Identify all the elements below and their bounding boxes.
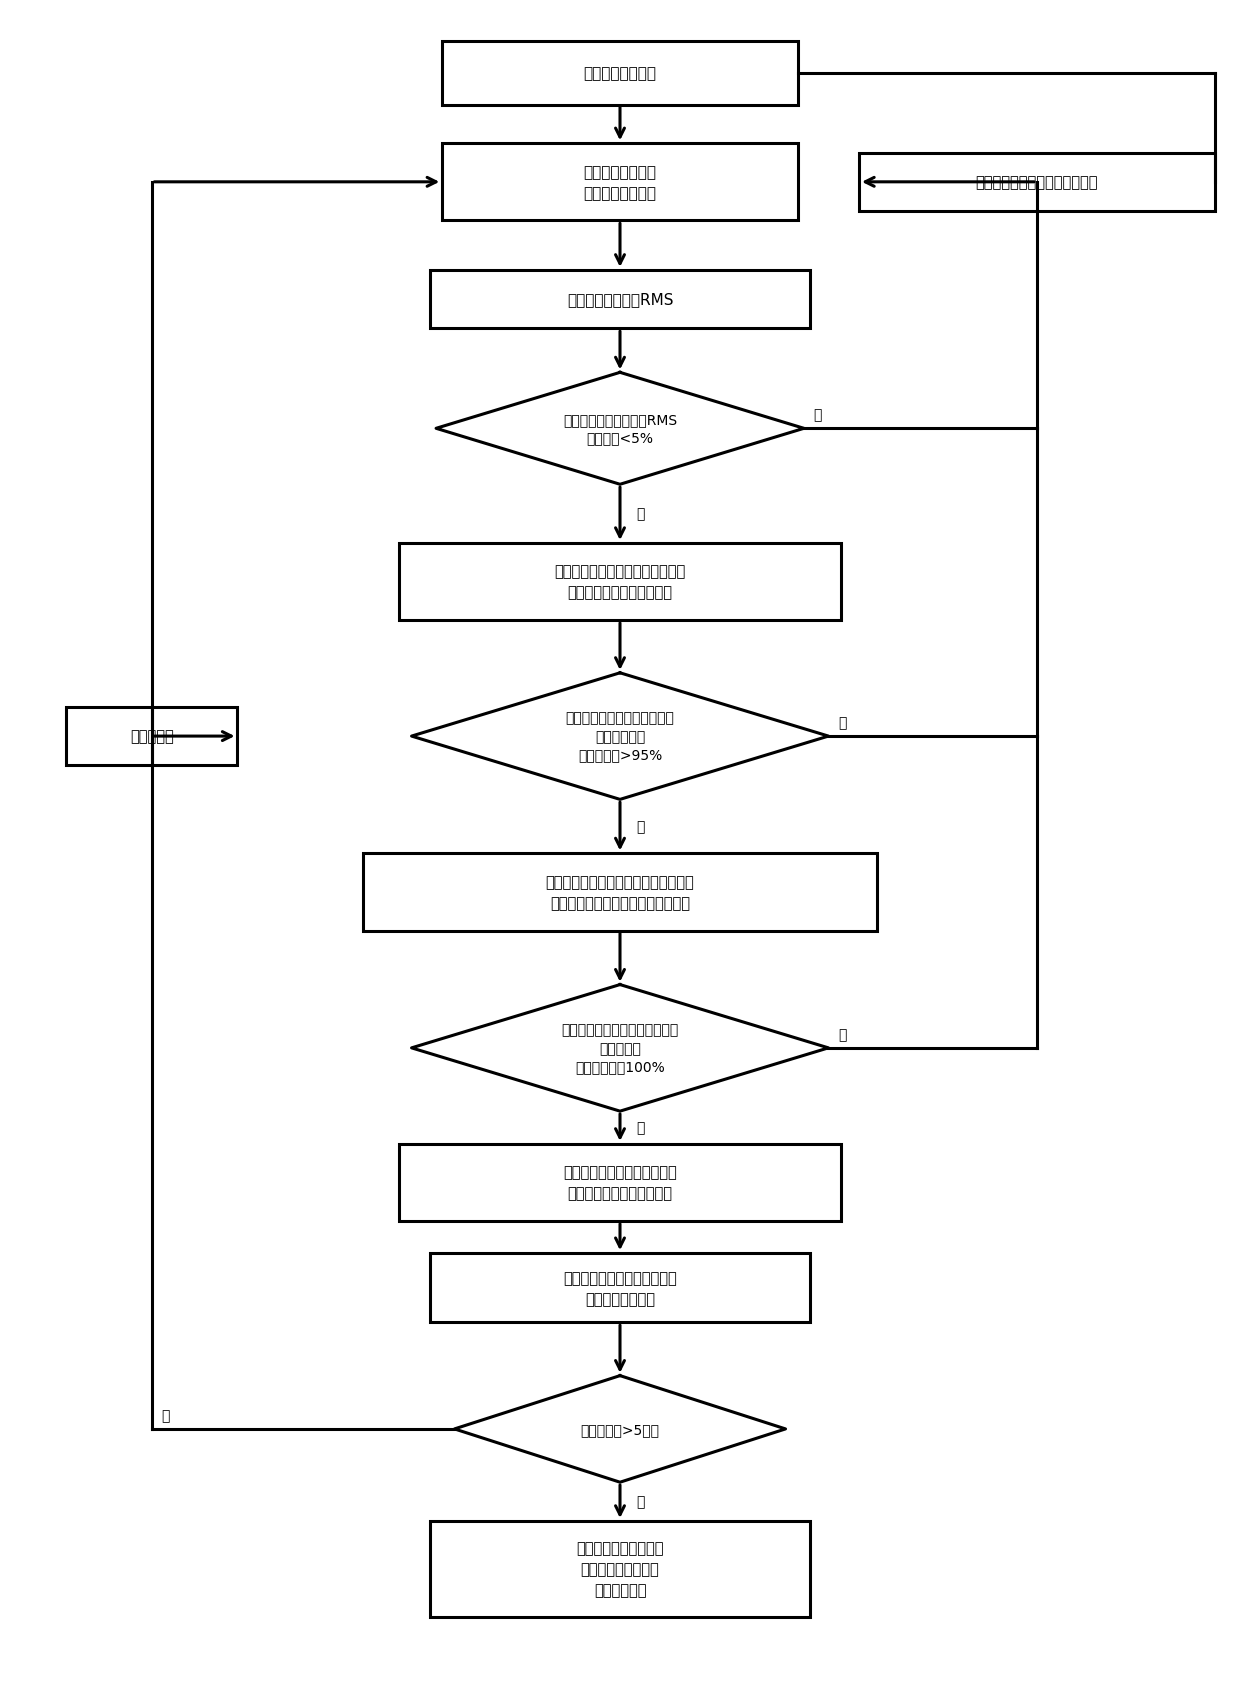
Polygon shape	[455, 1376, 785, 1482]
FancyBboxPatch shape	[859, 153, 1215, 211]
FancyBboxPatch shape	[430, 1253, 810, 1323]
Text: 否: 否	[813, 409, 822, 423]
Text: 添加采集的温度分布对应数据组: 添加采集的温度分布对应数据组	[976, 176, 1099, 191]
FancyBboxPatch shape	[443, 145, 797, 222]
Text: 是: 是	[636, 1120, 645, 1136]
FancyBboxPatch shape	[399, 544, 841, 621]
Text: 否: 否	[161, 1408, 170, 1422]
Text: 调整量下发至天线主控
系统，对热变形天线
进行指向补偿: 调整量下发至天线主控 系统，对热变形天线 进行指向补偿	[577, 1540, 663, 1598]
Text: 重启传感器: 重启传感器	[130, 730, 174, 743]
FancyBboxPatch shape	[430, 1521, 810, 1616]
FancyBboxPatch shape	[443, 41, 797, 106]
Text: 传感器采集温度，
得到一组温度数据: 传感器采集温度， 得到一组温度数据	[584, 165, 656, 201]
Text: 计算每个传感器采集温度的容许误
差限，得到相似性匹配区域: 计算每个传感器采集温度的容许误 差限，得到相似性匹配区域	[554, 564, 686, 600]
Text: 温度匹配成功，调出数据库中
对应的指向调整量: 温度匹配成功，调出数据库中 对应的指向调整量	[563, 1270, 677, 1306]
Polygon shape	[412, 985, 828, 1112]
FancyBboxPatch shape	[430, 271, 810, 329]
Text: 是: 是	[636, 508, 645, 522]
Text: 关键性匹配区域匹配上一步匹配
成功数据组
关键匹配率为100%: 关键性匹配区域匹配上一步匹配 成功数据组 关键匹配率为100%	[562, 1023, 678, 1074]
Polygon shape	[412, 673, 828, 800]
Text: 采集组与数据库存储组RMS
相对误差<5%: 采集组与数据库存储组RMS 相对误差<5%	[563, 413, 677, 445]
Text: 否: 否	[838, 1028, 847, 1042]
Text: 比较选择已匹配成功数据组中
相似性匹配率最大的数据组: 比较选择已匹配成功数据组中 相似性匹配率最大的数据组	[563, 1165, 677, 1200]
FancyBboxPatch shape	[66, 708, 237, 766]
Text: 是: 是	[636, 1495, 645, 1509]
Text: 热变形补偿数据库: 热变形补偿数据库	[584, 66, 656, 82]
FancyBboxPatch shape	[399, 1144, 841, 1221]
Text: 计算采集温度数据RMS: 计算采集温度数据RMS	[567, 292, 673, 307]
Text: 否: 否	[838, 716, 847, 730]
FancyBboxPatch shape	[362, 854, 878, 931]
Text: 相似性匹配区域匹配上一步匹
配成功数据组
相似匹配率>95%: 相似性匹配区域匹配上一步匹 配成功数据组 相似匹配率>95%	[565, 711, 675, 762]
Text: 是: 是	[636, 820, 645, 834]
Polygon shape	[436, 373, 804, 484]
Text: 计算天线关键位置对应传感器采集温度
的容许误差限，得到关键性匹配区域: 计算天线关键位置对应传感器采集温度 的容许误差限，得到关键性匹配区域	[546, 875, 694, 910]
Text: 指向调整量>5角秒: 指向调整量>5角秒	[580, 1422, 660, 1436]
